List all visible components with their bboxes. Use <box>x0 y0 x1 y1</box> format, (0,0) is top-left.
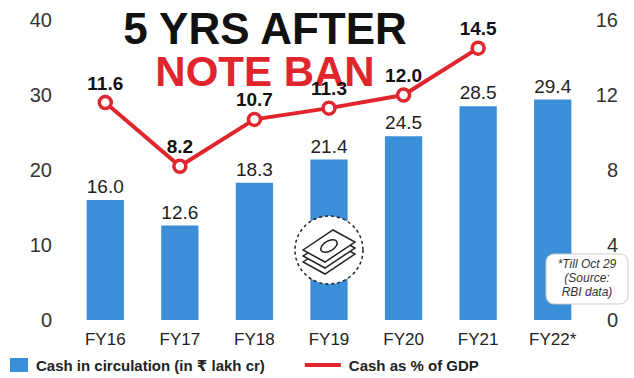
line-label: 8.2 <box>167 136 193 157</box>
y-tick-label: 10 <box>30 234 52 256</box>
y-tick-label: 40 <box>30 9 52 31</box>
y-tick-label: 20 <box>30 159 52 181</box>
line-point <box>248 113 260 125</box>
bar-label: 21.4 <box>311 136 348 157</box>
x-tick-label: FY18 <box>234 330 275 349</box>
y-tick-label: 30 <box>30 84 52 106</box>
bar <box>161 226 198 321</box>
annotation-text: RBI data) <box>562 285 613 299</box>
line-point <box>174 160 186 172</box>
chart: 01020304004812165 YRS AFTERNOTE BAN16.01… <box>0 0 634 378</box>
y2-tick-label: 8 <box>607 159 618 181</box>
bar <box>460 106 497 320</box>
icon-mark <box>319 237 340 255</box>
line <box>105 48 478 166</box>
y-tick-label: 0 <box>41 309 52 331</box>
line-point <box>398 89 410 101</box>
legend-label: Cash as % of GDP <box>349 357 479 374</box>
line-label: 10.7 <box>236 89 273 110</box>
x-tick-label: FY20 <box>383 330 424 349</box>
x-tick-label: FY21 <box>458 330 499 349</box>
line-label: 12.0 <box>385 65 422 86</box>
annotation: *Till Oct 29(Source:RBI data) <box>546 254 628 304</box>
y2-tick-label: 16 <box>596 9 618 31</box>
x-tick-label: FY22* <box>529 330 577 349</box>
x-tick-label: FY17 <box>160 330 201 349</box>
line-marks <box>99 42 484 172</box>
x-tick-label: FY19 <box>309 330 350 349</box>
bar-label: 29.4 <box>534 76 571 97</box>
icon-note <box>303 230 355 262</box>
y2-tick-label: 0 <box>607 309 618 331</box>
y2-tick-label: 12 <box>596 84 618 106</box>
line-point <box>472 42 484 54</box>
line-label: 11.3 <box>311 78 347 99</box>
bar-label: 18.3 <box>236 159 273 180</box>
marks <box>87 100 572 321</box>
y2-tick-label: 4 <box>607 234 618 256</box>
line-label: 14.5 <box>460 18 497 39</box>
line-point <box>99 97 111 109</box>
icon-circle <box>295 216 363 284</box>
bar <box>385 136 422 320</box>
x-tick-label: FY16 <box>85 330 126 349</box>
annotation-text: (Source: <box>564 271 609 285</box>
line-point <box>323 102 335 114</box>
annotation-box <box>546 254 628 304</box>
bar-label: 16.0 <box>87 176 124 197</box>
data-labels: 16.0 12.6 18.3 21.4 24.5 28.5 29.4 11.6 8.2 10.7 1… <box>87 18 572 222</box>
annotation-text: *Till Oct 29 <box>558 257 617 271</box>
legend-swatch <box>305 363 341 367</box>
bar <box>236 183 273 320</box>
cash-icon <box>295 216 363 284</box>
title: 5 YRS AFTER <box>123 4 407 53</box>
bar-label: 12.6 <box>161 202 198 223</box>
legend: Cash in circulation (in ₹ lakh cr) Cash a… <box>10 357 479 374</box>
bar <box>87 200 124 320</box>
line-label: 11.6 <box>87 73 123 94</box>
bar-label: 24.5 <box>385 112 422 133</box>
legend-swatch <box>10 358 28 372</box>
legend-label: Cash in circulation (in ₹ lakh cr) <box>36 357 265 374</box>
bar-label: 28.5 <box>460 82 497 103</box>
